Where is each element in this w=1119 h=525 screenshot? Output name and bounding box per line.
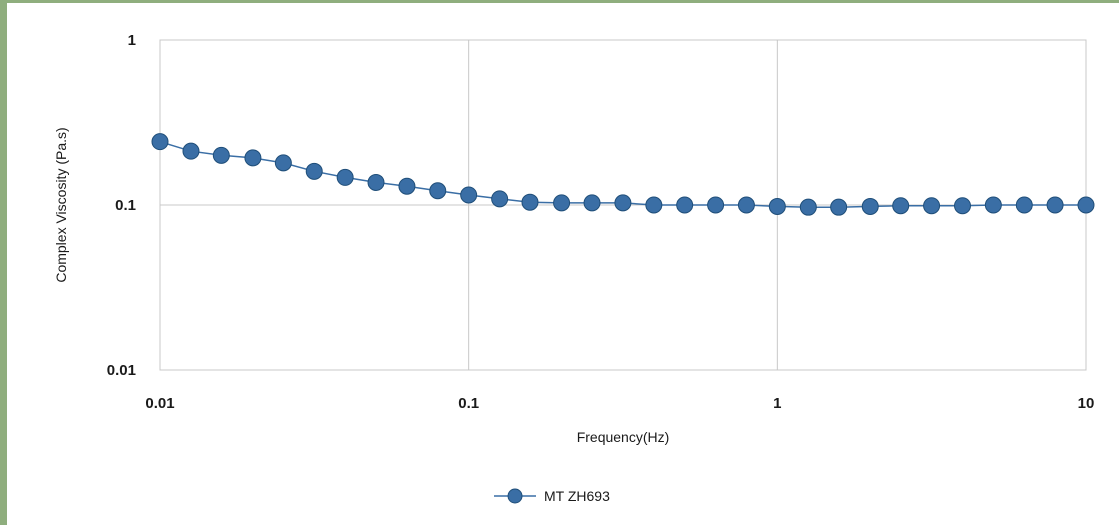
data-point xyxy=(367,173,385,191)
data-point xyxy=(676,196,694,214)
data-point xyxy=(953,197,971,215)
data-point xyxy=(182,142,200,160)
data-point xyxy=(429,182,447,200)
data-point xyxy=(244,149,262,167)
data-point xyxy=(1015,196,1033,214)
x-tick-labels: 0.01 0.1 1 10 xyxy=(145,395,1094,412)
y-axis-title: Complex Viscosity (Pa.s) xyxy=(53,127,69,282)
data-point xyxy=(614,194,632,212)
data-point xyxy=(274,154,292,172)
data-point xyxy=(460,186,478,204)
data-point xyxy=(521,193,539,211)
data-point xyxy=(336,168,354,186)
x-tick-label: 0.1 xyxy=(458,395,479,412)
data-point xyxy=(892,197,910,215)
y-tick-label: 1 xyxy=(128,32,136,49)
legend: MT ZH693 xyxy=(494,488,610,504)
y-tick-label: 0.1 xyxy=(115,197,136,214)
data-point xyxy=(1046,196,1064,214)
y-tick-labels: 0.01 0.1 1 xyxy=(107,32,136,379)
data-point xyxy=(861,197,879,215)
data-point xyxy=(707,196,725,214)
y-tick-label: 0.01 xyxy=(107,362,136,379)
data-point xyxy=(212,146,230,164)
data-point xyxy=(491,190,509,208)
data-point xyxy=(768,197,786,215)
x-tick-label: 1 xyxy=(773,395,781,412)
data-point xyxy=(583,194,601,212)
data-point xyxy=(553,194,571,212)
data-point xyxy=(645,196,663,214)
legend-marker xyxy=(507,488,523,504)
x-tick-label: 0.01 xyxy=(145,395,174,412)
x-tick-label: 10 xyxy=(1078,395,1095,412)
data-point xyxy=(1077,196,1095,214)
data-point xyxy=(398,177,416,195)
data-point xyxy=(830,198,848,216)
data-point xyxy=(923,197,941,215)
data-point xyxy=(305,162,323,180)
data-point xyxy=(151,133,169,151)
legend-label: MT ZH693 xyxy=(544,488,610,504)
data-point xyxy=(799,198,817,216)
x-axis-title: Frequency(Hz) xyxy=(577,429,670,445)
data-point xyxy=(737,196,755,214)
data-point xyxy=(984,196,1002,214)
series-layer xyxy=(151,133,1095,216)
